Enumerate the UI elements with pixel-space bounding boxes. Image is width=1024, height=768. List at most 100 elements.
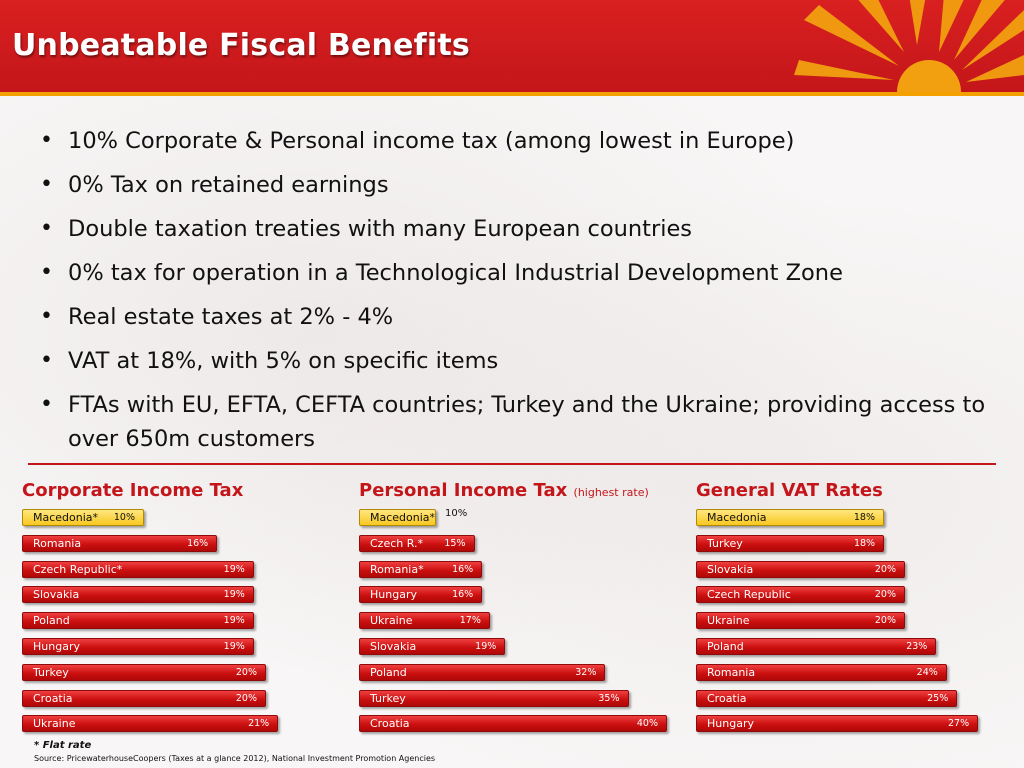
chart-bar: Poland 19%	[22, 612, 254, 630]
chart-title: General VAT Rates	[696, 479, 996, 503]
bar-category-label: Ukraine	[370, 614, 413, 628]
chart-bar: Czech Republic 20%	[696, 586, 905, 604]
chart-bar: Macedonia* 10%	[22, 509, 144, 526]
list-item: VAT at 18%, with 5% on specific items	[40, 344, 1010, 378]
bar-category-label: Ukraine	[707, 614, 750, 628]
list-item: Double taxation treaties with many Europ…	[40, 212, 1010, 246]
slide-header: Unbeatable Fiscal Benefits	[0, 0, 1024, 96]
bar-category-label: Hungary	[33, 640, 80, 653]
bar-value-label: 20%	[235, 666, 257, 678]
bar-value-label: 10%	[445, 508, 468, 519]
bar-value-label: 20%	[235, 692, 257, 704]
bar-category-label: Czech R.*	[370, 536, 423, 550]
bar-category-label: Slovakia	[33, 588, 80, 602]
divider-line	[28, 463, 996, 465]
bar-category-label: Macedonia*	[33, 511, 99, 524]
bar-category-label: Romania*	[370, 562, 424, 576]
bar-category-label: Poland	[370, 665, 407, 679]
chart-bar: Poland 23%	[696, 638, 937, 655]
benefits-list: 10% Corporate & Personal income tax (amo…	[40, 124, 1010, 466]
footnote: * Flat rate	[34, 740, 92, 751]
bar-value-label: 19%	[223, 615, 245, 627]
bar-value-label: 10%	[113, 512, 135, 523]
bar-category-label: Poland	[33, 614, 70, 628]
bar-category-label: Slovakia	[707, 562, 754, 576]
bar-value-label: 16%	[452, 589, 474, 601]
bar-category-label: Turkey	[370, 691, 406, 705]
chart-bar: Czech R.* 15%	[359, 534, 475, 552]
chart-bar: Turkey 35%	[359, 689, 629, 707]
bar-value-label: 23%	[906, 641, 928, 652]
chart-bar: Slovakia 19%	[359, 638, 506, 655]
bar-value-label: 16%	[187, 537, 209, 549]
bar-value-label: 40%	[636, 718, 658, 730]
chart-bar: Macedonia 18%	[696, 509, 884, 526]
bar-category-label: Hungary	[370, 588, 417, 602]
chart-bar: Ukraine 20%	[696, 612, 905, 630]
chart-bar: Ukraine 21%	[22, 715, 279, 733]
bar-value-label: 21%	[248, 718, 270, 730]
chart-bar: Turkey 18%	[696, 534, 885, 552]
bar-value-label: 18%	[853, 512, 875, 523]
chart-bar: Slovakia 20%	[696, 560, 905, 578]
personal-tax-chart: Personal Income Tax (highest rate) Maced…	[359, 479, 689, 753]
bar-category-label: Slovakia	[370, 640, 417, 653]
bar-category-label: Poland	[707, 640, 744, 653]
corporate-tax-chart: Corporate Income Tax Macedonia* 10% Romani…	[22, 479, 322, 753]
bar-value-label: 32%	[575, 666, 597, 678]
list-item: 0% Tax on retained earnings	[40, 168, 1010, 202]
source-note: Source: PricewaterhouseCoopers (Taxes at…	[34, 754, 436, 763]
chart-bar: Ukraine 17%	[359, 612, 490, 630]
bar-value-label: 27%	[948, 718, 970, 730]
bar-value-label: 19%	[475, 641, 497, 652]
chart-bar: Croatia 20%	[22, 689, 266, 707]
bar-value-label: 19%	[223, 641, 245, 652]
chart-bar: Hungary 27%	[696, 715, 979, 733]
list-item: Real estate taxes at 2% - 4%	[40, 300, 1010, 334]
bar-category-label: Turkey	[707, 536, 743, 550]
bar-category-label: Macedonia	[707, 511, 767, 524]
bar-category-label: Croatia	[370, 717, 410, 731]
list-item: 10% Corporate & Personal income tax (amo…	[40, 124, 1010, 158]
bar-value-label: 19%	[223, 563, 245, 575]
bar-value-label: 17%	[459, 615, 481, 627]
chart-title-text: Corporate Income Tax	[22, 480, 244, 501]
bar-category-label: Romania	[33, 536, 82, 550]
bar-value-label: 20%	[874, 589, 896, 601]
chart-title: Corporate Income Tax	[22, 479, 322, 503]
chart-bar: Poland 32%	[359, 663, 606, 681]
bar-category-label: Ukraine	[33, 717, 76, 731]
chart-title: Personal Income Tax (highest rate)	[359, 479, 689, 503]
chart-bar: Macedonia* 10%	[359, 508, 467, 526]
chart-bar: Hungary 19%	[22, 638, 254, 655]
bar-value-label: 19%	[223, 589, 245, 601]
chart-title-text: General VAT Rates	[696, 480, 883, 501]
vat-rates-chart: General VAT Rates Macedonia 18% Turkey 18% S…	[696, 479, 996, 753]
bar-category-label: Croatia	[33, 691, 73, 705]
bar-value-label: 15%	[444, 537, 466, 549]
bar-category-label: Macedonia*	[370, 511, 436, 524]
chart-bar: Croatia 40%	[359, 715, 667, 733]
list-item: 0% tax for operation in a Technological …	[40, 256, 1010, 290]
chart-bar: Hungary 16%	[359, 586, 483, 604]
page-title: Unbeatable Fiscal Benefits	[12, 28, 470, 63]
bar-value-label: 24%	[916, 666, 938, 678]
bar-category-label: Romania	[707, 665, 756, 679]
chart-bar: Romania 16%	[22, 534, 218, 552]
bar-value-label: 35%	[598, 692, 620, 704]
chart-subtitle: (highest rate)	[573, 486, 649, 499]
chart-bar: Romania 24%	[696, 663, 947, 681]
bar-category-label: Croatia	[707, 691, 747, 705]
chart-bar: Romania* 16%	[359, 560, 483, 578]
chart-title-text: Personal Income Tax	[359, 480, 568, 501]
chart-bar: Czech Republic* 19%	[22, 560, 254, 578]
chart-bar: Turkey 20%	[22, 663, 266, 681]
sun-rays-decoration	[794, 0, 1024, 92]
bar-value-label: 25%	[927, 692, 949, 704]
chart-bar: Croatia 25%	[696, 689, 958, 707]
bar-value-label: 20%	[874, 563, 896, 575]
bar-value-label: 20%	[874, 615, 896, 627]
bar-value-label: 16%	[452, 563, 474, 575]
bar-category-label: Turkey	[33, 665, 69, 679]
chart-bar: Slovakia 19%	[22, 586, 254, 604]
